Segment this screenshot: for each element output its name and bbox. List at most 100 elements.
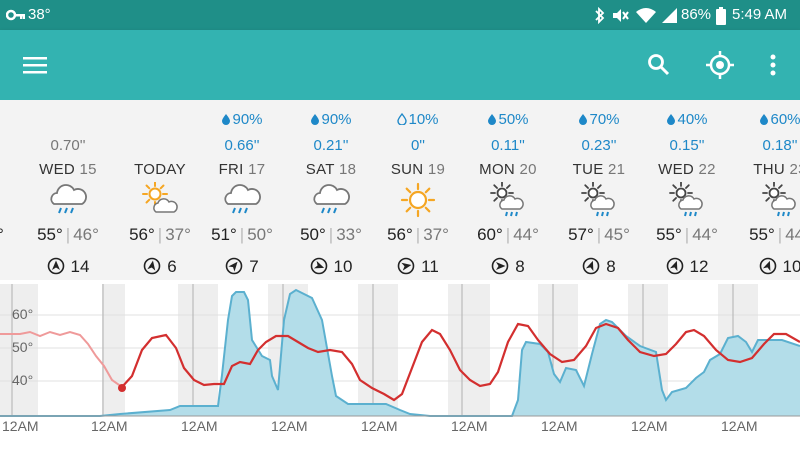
day-column-3[interactable]: 90% 0.21'' SAT 18 50° | 33° 10 xyxy=(285,100,377,280)
x-tick-label: 12AM xyxy=(271,418,308,434)
status-temp: 38° xyxy=(28,6,51,23)
more-vert-icon xyxy=(770,54,776,76)
high-temp: 56° xyxy=(129,225,155,244)
day-column-6[interactable]: 70% 0.23'' TUE 21 57° | 45° 8 xyxy=(553,100,645,280)
status-bar: 38° 86% 5:49 AM xyxy=(0,0,800,30)
key-icon xyxy=(6,9,25,21)
high-temp: 55° xyxy=(749,225,775,244)
day-column-7[interactable]: 40% 0.15'' WED 22 55° | 44° 12 xyxy=(641,100,733,280)
wind-speed: 14 xyxy=(22,257,114,277)
temp-range: 55° | 46° xyxy=(22,225,114,245)
temp-range: 55°|44° xyxy=(734,225,800,245)
day-column-8[interactable]: 60% 0.18'' THU 23 55°|44° 10 xyxy=(734,100,800,280)
high-temp: 55° xyxy=(656,225,682,244)
day-label: SAT 18 xyxy=(305,161,357,178)
past-temp-line xyxy=(0,330,123,388)
high-temp: 60° xyxy=(477,225,503,244)
overflow-menu-button[interactable] xyxy=(750,42,796,88)
y-tick-label: 50° xyxy=(12,339,33,355)
low-temp: 45° xyxy=(604,225,630,244)
partly-sunny-icon xyxy=(140,181,180,218)
wind-direction-icon xyxy=(666,257,683,275)
temp-range: 51° | 50° xyxy=(196,225,288,245)
high-temp: 57° xyxy=(568,225,594,244)
search-button[interactable] xyxy=(636,42,682,88)
wind-speed: 10 xyxy=(734,257,800,277)
day-label: THU 23 xyxy=(753,161,800,178)
temp-range: 60° | 44° xyxy=(462,225,554,245)
precip-amount: 0.18'' xyxy=(762,137,798,154)
wind-direction-icon xyxy=(397,257,415,275)
wind-speed: 11 xyxy=(372,257,464,277)
night-band xyxy=(102,284,125,416)
precip-chance: 90% xyxy=(196,111,288,128)
temp-range: 55°|44° xyxy=(641,225,733,245)
x-tick-label: 12AM xyxy=(541,418,578,434)
hamburger-icon xyxy=(23,57,47,74)
wind-direction-icon xyxy=(143,257,161,275)
x-tick-label: 12AM xyxy=(451,418,488,434)
mute-icon xyxy=(613,9,629,22)
temp-divider: | xyxy=(157,225,163,244)
temp-divider: | xyxy=(596,225,602,244)
wifi-icon xyxy=(636,8,656,23)
precip-amount: 0.15'' xyxy=(669,137,705,154)
night-band xyxy=(448,284,490,416)
low-temp: 44° xyxy=(785,225,800,244)
temp-divider: | xyxy=(505,225,511,244)
night-band xyxy=(0,284,38,416)
rain-icon xyxy=(48,182,88,218)
day-label: SUN 19 xyxy=(390,161,446,178)
temp-divider: | xyxy=(328,225,334,244)
temp-divider: | xyxy=(239,225,245,244)
prev-day-fragment: ° xyxy=(0,225,4,244)
rain-sun-icon xyxy=(667,181,707,218)
wind-direction-icon xyxy=(47,257,64,275)
wind-direction-icon xyxy=(225,257,243,275)
night-band xyxy=(178,284,218,416)
precip-amount: 0.11'' xyxy=(491,137,525,154)
current-temp-dot xyxy=(118,384,126,392)
low-temp: 44° xyxy=(692,225,718,244)
day-column-5[interactable]: 50% 0.11'' MON 20 60° | 44° 8 xyxy=(462,100,554,280)
app-bar xyxy=(0,30,800,100)
menu-button[interactable] xyxy=(12,42,58,88)
x-tick-label: 12AM xyxy=(91,418,128,434)
wind-direction-icon xyxy=(310,257,327,275)
precip-amount: 0.70'' xyxy=(50,137,86,154)
wind-speed: 8 xyxy=(553,257,645,277)
precip-chance: 90% xyxy=(285,111,377,128)
day-column-4[interactable]: 10% 0'' SUN 19 56° | 37° 11 xyxy=(372,100,464,280)
temp-range: 57° | 45° xyxy=(553,225,645,245)
clock: 5:49 AM xyxy=(732,6,788,23)
wind-speed: 12 xyxy=(641,257,733,277)
rain-icon xyxy=(311,182,351,218)
day-label: MON 20 xyxy=(479,161,537,178)
day-column-2[interactable]: 90% 0.66'' FRI 17 51° | 50° 7 xyxy=(196,100,288,280)
rain-sun-icon xyxy=(488,181,528,218)
wind-speed: 6 xyxy=(114,257,206,277)
wind-direction-icon xyxy=(491,257,509,275)
day-column-0[interactable]: 0.70'' WED 15 55° | 46° 14 xyxy=(22,100,114,280)
low-temp: 33° xyxy=(336,225,362,244)
battery-icon xyxy=(716,7,726,25)
wind-speed: 10 xyxy=(285,257,377,277)
day-column-1[interactable]: TODAY 56° | 37° 6 xyxy=(114,100,206,280)
high-temp: 56° xyxy=(387,225,413,244)
signal-icon xyxy=(662,8,677,23)
rain-sun-icon xyxy=(579,181,619,218)
x-tick-label: 12AM xyxy=(181,418,218,434)
forecast-temp-line xyxy=(121,322,800,402)
wind-speed: 8 xyxy=(462,257,554,277)
battery-percent: 86% xyxy=(681,6,712,23)
daily-forecast-strip[interactable]: ° 0.70'' WED 15 55° | 46° 14 TODAY 56° | 37° 6 90%… xyxy=(0,100,800,280)
x-tick-label: 12AM xyxy=(721,418,758,434)
low-temp: 37° xyxy=(165,225,191,244)
location-button[interactable] xyxy=(697,42,743,88)
gps-locate-icon xyxy=(706,51,734,79)
low-temp: 44° xyxy=(513,225,539,244)
search-icon xyxy=(648,54,670,76)
x-tick-label: 12AM xyxy=(2,418,39,434)
hourly-chart[interactable]: 60° 50° 40° 12AM 12AM 12AM 12AM 12AM 12AM 12AM 12A… xyxy=(0,280,800,450)
temp-range: 50° | 33° xyxy=(285,225,377,245)
